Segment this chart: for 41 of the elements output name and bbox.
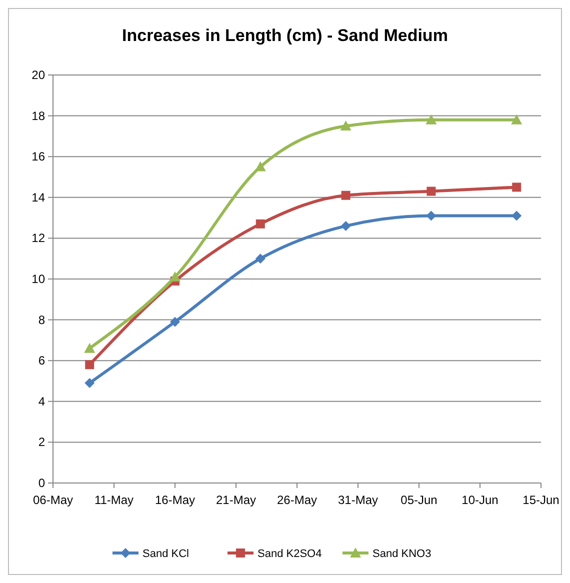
point bbox=[85, 360, 94, 370]
point bbox=[426, 186, 436, 196]
y-tick-label: 8 bbox=[38, 312, 46, 327]
y-tick-label: 0 bbox=[38, 476, 46, 490]
y-tick-label: 2 bbox=[38, 435, 46, 450]
point bbox=[84, 342, 96, 353]
x-tick-label: 31-May bbox=[338, 493, 378, 507]
point bbox=[512, 210, 522, 221]
point bbox=[255, 254, 266, 264]
legend-label: Sand KNO3 bbox=[372, 548, 432, 560]
point bbox=[170, 271, 180, 282]
y-tick-label: 6 bbox=[38, 354, 46, 368]
x-tick-label: 15-Jun bbox=[522, 493, 560, 507]
point bbox=[256, 219, 265, 228]
x-tick-label: 10-Jun bbox=[462, 493, 498, 507]
point bbox=[340, 120, 352, 130]
y-tick-label: 4 bbox=[38, 394, 46, 408]
x-tick-label: 21-May bbox=[216, 493, 256, 507]
x-tick-label: 11-May bbox=[94, 493, 134, 507]
point bbox=[341, 190, 350, 200]
y-tick-label: 14 bbox=[32, 190, 46, 204]
legend-label: Sand K2SO4 bbox=[258, 548, 322, 560]
x-tick-label: 05-Jun bbox=[400, 493, 438, 507]
point bbox=[170, 316, 180, 327]
x-tick-label: 16-May bbox=[154, 493, 196, 507]
point bbox=[426, 210, 436, 221]
legend-label: Sand KCl bbox=[142, 548, 189, 560]
point bbox=[254, 161, 266, 172]
x-tick-label: 26-May bbox=[276, 493, 318, 507]
y-tick-label: 12 bbox=[32, 231, 46, 246]
y-tick-label: 18 bbox=[32, 108, 46, 123]
chart-title: Increases in Length (cm) - Sand Medium bbox=[122, 26, 448, 45]
point bbox=[511, 114, 522, 124]
point bbox=[340, 220, 351, 231]
point bbox=[426, 114, 437, 124]
x-tick-label: 06-May bbox=[32, 493, 74, 507]
point bbox=[512, 182, 522, 192]
y-tick-label: 16 bbox=[32, 150, 46, 164]
y-tick-label: 10 bbox=[32, 272, 46, 286]
point bbox=[84, 378, 95, 388]
y-tick-label: 20 bbox=[32, 68, 46, 82]
